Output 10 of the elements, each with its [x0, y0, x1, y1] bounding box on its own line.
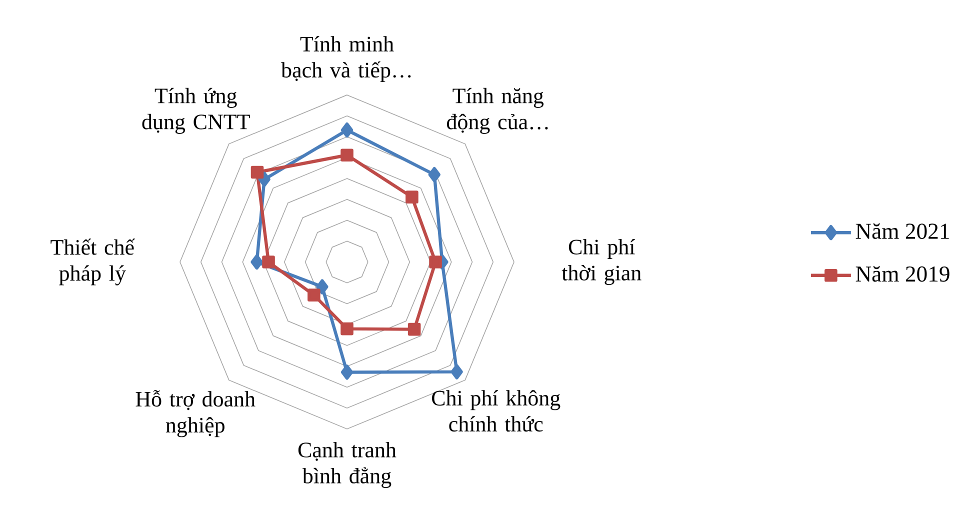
spoke-label: Tính minh bạch và tiếp… — [281, 36, 411, 82]
spoke-label: Chi phí không chính thức — [432, 390, 560, 432]
spoke-label: Tính năng động của… — [447, 88, 548, 134]
spoke-label: Cạnh tranh bình đẳng — [298, 442, 396, 488]
legend-label: Năm 2019 — [856, 266, 950, 282]
spoke-label: Thiết chế pháp lý — [50, 238, 136, 286]
legend-label: Năm 2021 — [856, 223, 949, 239]
spoke-label: Tính ứng dụng CNTT — [142, 88, 250, 134]
spoke-label: Chi phí thời gian — [562, 238, 642, 286]
spoke-label: Hỗ trợ doanh nghiệp — [136, 390, 256, 438]
